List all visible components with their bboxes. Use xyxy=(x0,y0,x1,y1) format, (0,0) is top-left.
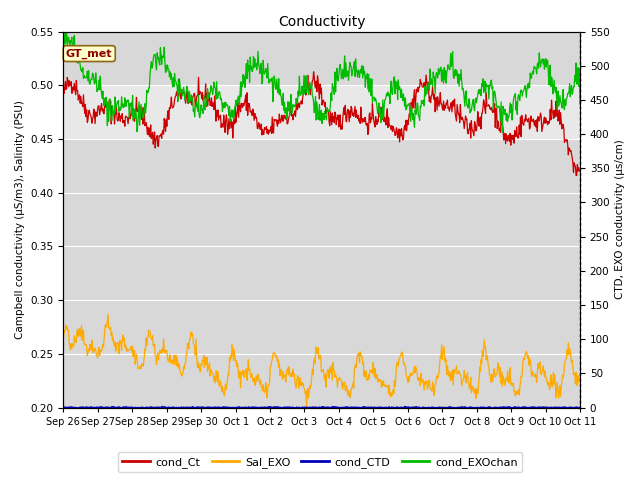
Bar xyxy=(63,85,580,139)
Text: GT_met: GT_met xyxy=(66,48,113,59)
Legend: cond_Ct, Sal_EXO, cond_CTD, cond_EXOchan: cond_Ct, Sal_EXO, cond_CTD, cond_EXOchan xyxy=(118,452,522,472)
Y-axis label: CTD, EXO conductivity (μs/cm): CTD, EXO conductivity (μs/cm) xyxy=(615,140,625,300)
Y-axis label: Campbell conductivity (μS/m3), Salinity (PSU): Campbell conductivity (μS/m3), Salinity … xyxy=(15,100,25,339)
Title: Conductivity: Conductivity xyxy=(278,15,365,29)
